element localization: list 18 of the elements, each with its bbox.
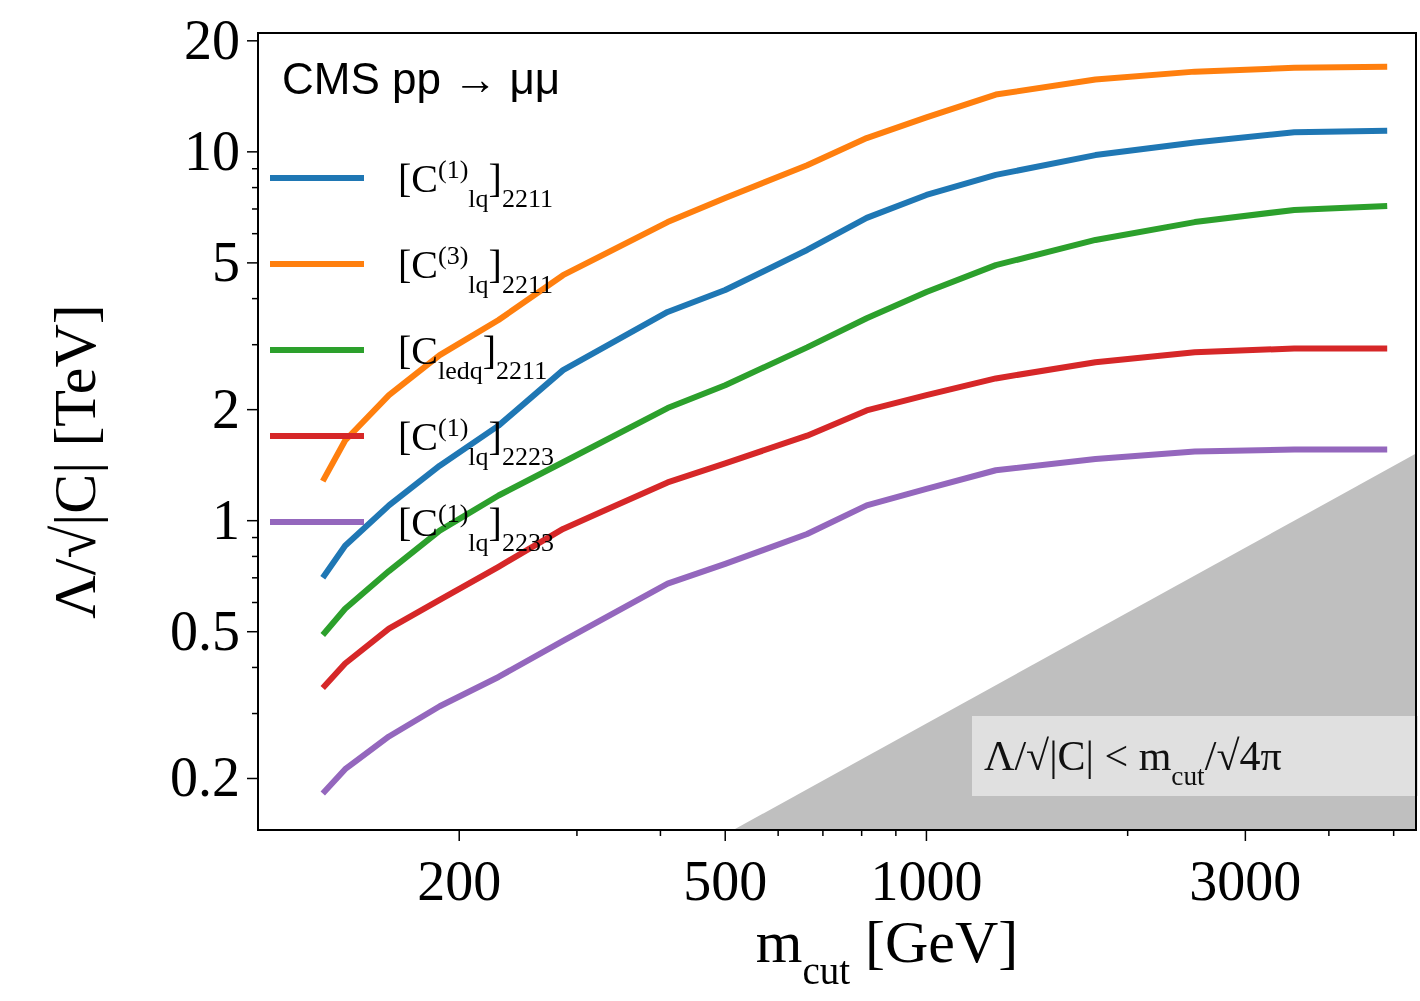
y-tick-label: 1: [212, 488, 240, 551]
x-tick-label: 1000: [870, 850, 983, 912]
legend-label: [C$^{(1)}$$_{lq}$]$_{2211}$: [398, 154, 553, 213]
y-tick-label: 5: [212, 230, 240, 293]
x-tick-label: 3000: [1189, 850, 1302, 912]
y-axis-title: Λ/√|C| [TeV]: [42, 304, 108, 619]
annotation: Λ/√|C| < m$_{cut}$/√4π: [984, 733, 1282, 791]
x-tick-label: 500: [683, 850, 768, 912]
y-tick-label: 20: [184, 8, 240, 71]
x-axis-title: m$_{cut}$ [GeV]: [755, 909, 1019, 992]
text: CMS pp → μμ: [282, 54, 561, 103]
y-tick-label: 10: [184, 119, 240, 182]
y-tick-label: 0.5: [170, 599, 240, 662]
legend-label: [C$_{ledq}$]$_{2211}$: [398, 328, 548, 385]
y-tick-label: 0.2: [170, 746, 240, 809]
legend-label: [C$^{(3)}$$_{lq}$]$_{2211}$: [398, 240, 553, 299]
y-tick-label: 2: [212, 377, 240, 440]
x-tick-label: 200: [417, 850, 502, 912]
